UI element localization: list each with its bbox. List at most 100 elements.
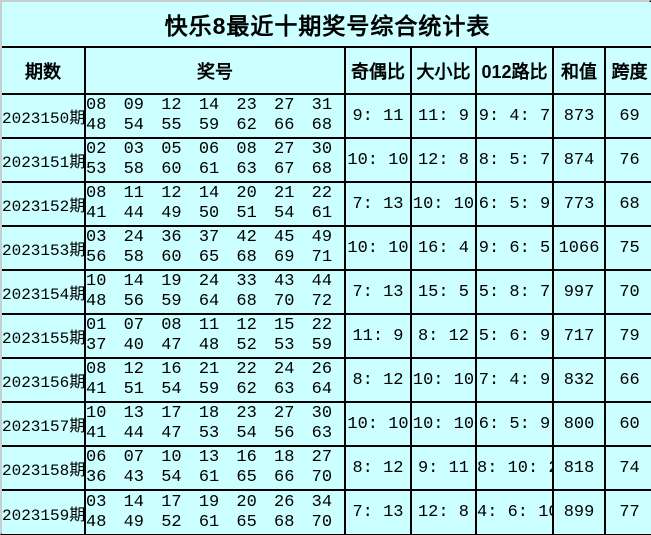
road012-ratio-cell: 9: 6: 5 <box>475 225 554 271</box>
table-row: 2023151期 02 03 05 06 08 27 30 33 49 50 5… <box>2 137 651 183</box>
numbers-cell: 10 14 19 24 33 43 44 45 46 47 48 56 59 6… <box>84 269 346 315</box>
span-cell: 68 <box>603 181 651 227</box>
column-header-span: 跨度 <box>603 46 651 95</box>
sum-cell: 874 <box>552 137 606 183</box>
period-cell: 2023155期 <box>2 313 86 359</box>
table-row: 2023150期 08 09 12 14 23 27 31 36 37 45 4… <box>2 93 651 139</box>
table-row: 2023155期 01 07 08 11 12 15 22 24 26 35 3… <box>2 313 651 359</box>
sum-cell: 997 <box>552 269 606 315</box>
span-cell: 70 <box>603 269 651 315</box>
numbers-line-2: 48 56 59 64 68 70 72 76 79 80 <box>86 292 343 311</box>
big-small-ratio-cell: 10: 10 <box>410 357 477 403</box>
sum-cell: 832 <box>552 357 606 403</box>
numbers-cell: 08 12 16 21 22 24 26 29 31 38 41 51 54 5… <box>84 357 346 403</box>
table-row: 2023154期 10 14 19 24 33 43 44 45 46 47 4… <box>2 269 651 315</box>
span-cell: 77 <box>603 489 651 534</box>
odd-even-ratio-cell: 7: 13 <box>344 181 412 227</box>
big-small-ratio-cell: 8: 12 <box>410 313 477 359</box>
period-cell: 2023156期 <box>2 357 86 403</box>
span-cell: 75 <box>603 225 651 271</box>
numbers-line-1: 08 12 16 21 22 24 26 29 31 38 <box>86 360 343 379</box>
column-header-012-road-ratio: 012路比 <box>475 46 554 95</box>
table-row: 2023152期 08 11 12 14 20 21 22 27 32 40 4… <box>2 181 651 227</box>
sum-cell: 899 <box>552 489 606 534</box>
sum-cell: 773 <box>552 181 606 227</box>
numbers-cell: 03 14 17 19 20 26 34 38 41 44 48 49 52 6… <box>84 489 346 534</box>
numbers-line-2: 41 51 54 59 62 63 64 65 72 74 <box>86 380 343 399</box>
numbers-line-1: 01 07 08 11 12 15 22 24 26 35 <box>86 316 343 335</box>
table-row: 2023158期 06 07 10 13 16 18 27 28 30 33 3… <box>2 445 651 491</box>
title-row: 快乐8最近十期奖号综合统计表 <box>2 2 651 48</box>
sum-cell: 800 <box>552 401 606 447</box>
road012-ratio-cell: 4: 6: 10 <box>475 489 554 534</box>
road012-ratio-cell: 5: 8: 7 <box>475 269 554 315</box>
period-cell: 2023158期 <box>2 445 86 491</box>
column-header-period: 期数 <box>2 46 86 95</box>
column-header-sum: 和值 <box>552 46 606 95</box>
odd-even-ratio-cell: 10: 10 <box>344 225 412 271</box>
numbers-line-2: 48 54 55 59 62 66 68 70 72 77 <box>86 116 343 135</box>
table-row: 2023159期 03 14 17 19 20 26 34 38 41 44 4… <box>2 489 651 534</box>
numbers-cell: 06 07 10 13 16 18 27 28 30 33 36 43 54 6… <box>84 445 346 491</box>
road012-ratio-cell: 9: 4: 7 <box>475 93 554 139</box>
odd-even-ratio-cell: 8: 12 <box>344 357 412 403</box>
big-small-ratio-cell: 16: 4 <box>410 225 477 271</box>
table-row: 2023156期 08 12 16 21 22 24 26 29 31 38 4… <box>2 357 651 403</box>
numbers-cell: 10 13 17 18 23 27 30 32 34 35 41 44 47 5… <box>84 401 346 447</box>
numbers-line-1: 08 09 12 14 23 27 31 36 37 45 <box>86 96 343 115</box>
numbers-cell: 08 11 12 14 20 21 22 27 32 40 41 44 49 5… <box>84 181 346 227</box>
numbers-line-2: 41 44 47 53 54 56 63 64 69 70 <box>86 424 343 443</box>
numbers-line-1: 02 03 05 06 08 27 30 33 49 50 <box>86 140 343 159</box>
numbers-line-2: 37 40 47 48 52 53 59 65 75 80 <box>86 336 343 355</box>
numbers-line-1: 03 14 17 19 20 26 34 38 41 44 <box>86 492 343 512</box>
odd-even-ratio-cell: 10: 10 <box>344 137 412 183</box>
road012-ratio-cell: 5: 6: 9 <box>475 313 554 359</box>
odd-even-ratio-cell: 11: 9 <box>344 313 412 359</box>
big-small-ratio-cell: 15: 5 <box>410 269 477 315</box>
column-header-big-small-ratio: 大小比 <box>410 46 477 95</box>
numbers-line-1: 08 11 12 14 20 21 22 27 32 40 <box>86 184 343 203</box>
sum-cell: 1066 <box>552 225 606 271</box>
period-cell: 2023150期 <box>2 93 86 139</box>
road012-ratio-cell: 8: 5: 7 <box>475 137 554 183</box>
column-header-numbers: 奖号 <box>84 46 346 95</box>
odd-even-ratio-cell: 8: 12 <box>344 445 412 491</box>
road012-ratio-cell: 6: 5: 9 <box>475 181 554 227</box>
numbers-cell: 02 03 05 06 08 27 30 33 49 50 53 58 60 6… <box>84 137 346 183</box>
span-cell: 66 <box>603 357 651 403</box>
road012-ratio-cell: 6: 5: 9 <box>475 401 554 447</box>
column-header-odd-even-ratio: 奇偶比 <box>344 46 412 95</box>
numbers-line-1: 03 24 36 37 42 45 49 50 51 55 <box>86 228 343 247</box>
road012-ratio-cell: 8: 10: 2 <box>475 445 554 491</box>
period-cell: 2023151期 <box>2 137 86 183</box>
column-header-row: 期数 奖号 奇偶比 大小比 012路比 和值 跨度 <box>2 46 651 95</box>
table-row: 2023157期 10 13 17 18 23 27 30 32 34 35 4… <box>2 401 651 447</box>
span-cell: 76 <box>603 137 651 183</box>
big-small-ratio-cell: 10: 10 <box>410 181 477 227</box>
big-small-ratio-cell: 10: 10 <box>410 401 477 447</box>
big-small-ratio-cell: 12: 8 <box>410 137 477 183</box>
numbers-cell: 01 07 08 11 12 15 22 24 26 35 37 40 47 4… <box>84 313 346 359</box>
numbers-line-1: 06 07 10 13 16 18 27 28 30 33 <box>86 448 343 467</box>
odd-even-ratio-cell: 10: 10 <box>344 401 412 447</box>
road012-ratio-cell: 7: 4: 9 <box>475 357 554 403</box>
period-cell: 2023154期 <box>2 269 86 315</box>
numbers-line-1: 10 13 17 18 23 27 30 32 34 35 <box>86 404 343 423</box>
numbers-line-2: 48 49 52 61 65 68 70 72 78 80 <box>86 512 343 532</box>
span-cell: 79 <box>603 313 651 359</box>
big-small-ratio-cell: 12: 8 <box>410 489 477 534</box>
span-cell: 69 <box>603 93 651 139</box>
page-title: 快乐8最近十期奖号综合统计表 <box>2 2 651 48</box>
period-cell: 2023152期 <box>2 181 86 227</box>
numbers-cell: 08 09 12 14 23 27 31 36 37 45 48 54 55 5… <box>84 93 346 139</box>
numbers-line-2: 56 58 60 65 68 69 71 73 76 78 <box>86 248 343 267</box>
period-cell: 2023157期 <box>2 401 86 447</box>
big-small-ratio-cell: 9: 11 <box>410 445 477 491</box>
odd-even-ratio-cell: 7: 13 <box>344 269 412 315</box>
numbers-line-2: 41 44 49 50 51 54 61 66 74 76 <box>86 204 343 223</box>
odd-even-ratio-cell: 7: 13 <box>344 489 412 534</box>
numbers-line-1: 10 14 19 24 33 43 44 45 46 47 <box>86 272 343 291</box>
span-cell: 60 <box>603 401 651 447</box>
